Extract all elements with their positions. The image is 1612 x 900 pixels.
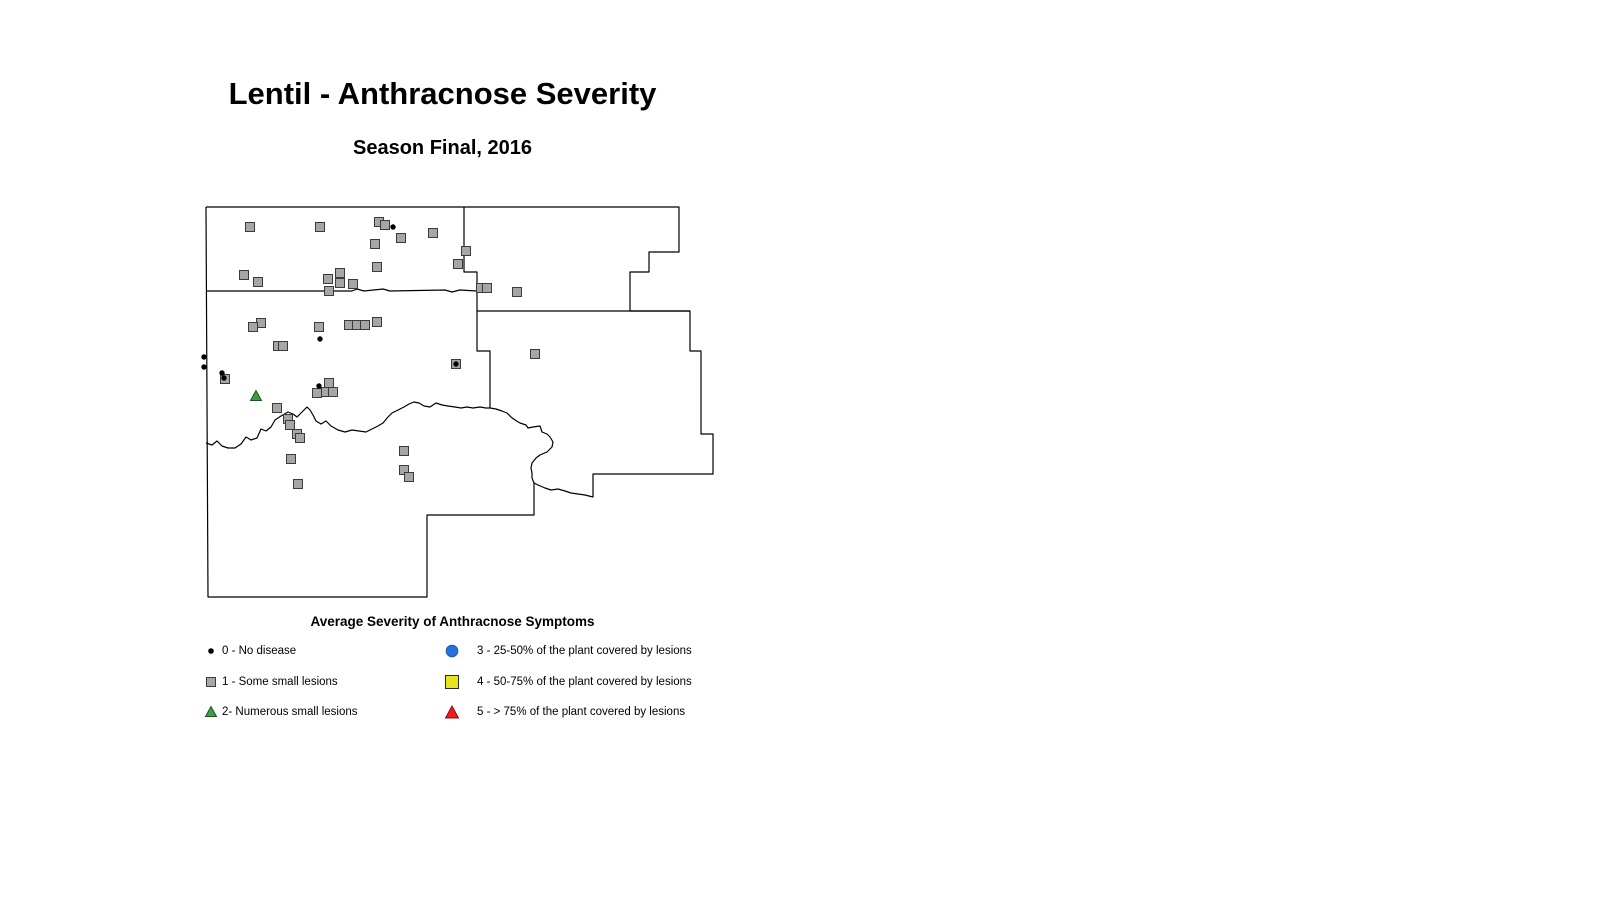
severity-1-point bbox=[404, 472, 414, 482]
severity-1-point bbox=[285, 420, 295, 430]
severity-0-point bbox=[219, 370, 225, 376]
severity-1-point bbox=[530, 349, 540, 359]
severity-0-point bbox=[221, 375, 227, 381]
severity-1-point bbox=[370, 239, 380, 249]
severity-0-point bbox=[201, 354, 207, 360]
severity-1-point bbox=[314, 322, 324, 332]
severity-1-point bbox=[323, 274, 333, 284]
severity-0-point bbox=[201, 364, 207, 370]
severity-1-point bbox=[278, 341, 288, 351]
severity-1-point bbox=[253, 277, 263, 287]
severity-1-point bbox=[360, 320, 370, 330]
severity-1-point bbox=[239, 270, 249, 280]
severity-1-point bbox=[324, 378, 334, 388]
severity-1-point bbox=[272, 403, 282, 413]
severity-0-point bbox=[316, 383, 322, 389]
severity-1-point bbox=[482, 283, 492, 293]
region-boundary bbox=[205, 401, 554, 484]
severity-1-point bbox=[245, 222, 255, 232]
severity-0-point bbox=[453, 361, 459, 367]
severity-1-point bbox=[324, 286, 334, 296]
severity-1-point bbox=[295, 433, 305, 443]
region-boundary bbox=[205, 206, 714, 598]
severity-0-point bbox=[317, 336, 323, 342]
region-boundary bbox=[463, 207, 491, 408]
severity-1-point bbox=[348, 279, 358, 289]
severity-1-point bbox=[372, 317, 382, 327]
severity-0-point bbox=[390, 224, 396, 230]
severity-1-point bbox=[293, 479, 303, 489]
severity-1-point bbox=[335, 268, 345, 278]
severity-2-point bbox=[249, 389, 263, 401]
severity-1-point bbox=[399, 446, 409, 456]
severity-1-point bbox=[248, 322, 258, 332]
page-title: Lentil - Anthracnose Severity bbox=[228, 76, 657, 111]
severity-1-point bbox=[335, 278, 345, 288]
severity-1-point bbox=[380, 220, 390, 230]
region-boundary bbox=[206, 288, 478, 293]
page-subtitle: Season Final, 2016 bbox=[353, 137, 532, 159]
severity-1-point bbox=[286, 454, 296, 464]
severity-1-point bbox=[396, 233, 406, 243]
severity-1-point bbox=[312, 388, 322, 398]
severity-1-point bbox=[512, 287, 522, 297]
severity-1-point bbox=[328, 387, 338, 397]
severity-1-point bbox=[372, 262, 382, 272]
severity-1-point bbox=[461, 246, 471, 256]
severity-1-point bbox=[428, 228, 438, 238]
severity-1-point bbox=[315, 222, 325, 232]
severity-1-point bbox=[453, 259, 463, 269]
